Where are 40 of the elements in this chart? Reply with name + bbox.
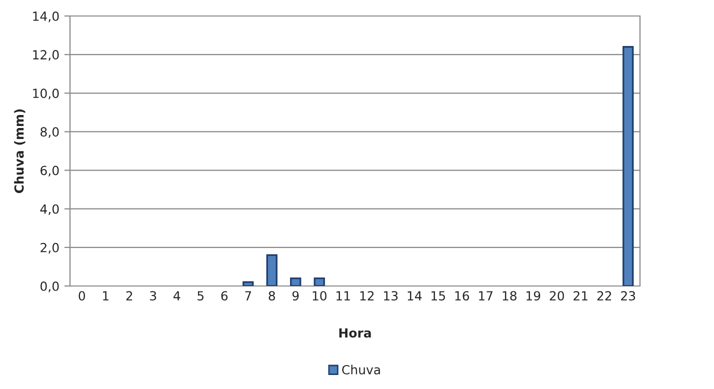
x-tick-label: 9 (292, 291, 299, 301)
x-tick-label: 5 (198, 291, 204, 301)
x-tick-label: 11 (336, 291, 350, 300)
x-tick-label: 15 (432, 291, 445, 301)
bar (314, 277, 325, 286)
bar (290, 277, 302, 286)
x-tick-label: 2 (126, 291, 132, 300)
legend-label: Chuva (342, 364, 380, 374)
x-tick-label: 22 (597, 291, 612, 300)
x-axis-title: Hora (339, 328, 371, 338)
x-tick-label: 21 (574, 291, 588, 300)
bar (242, 281, 254, 286)
x-tick-label: 6 (221, 291, 228, 301)
x-tick-label: 10 (312, 291, 326, 301)
x-tick-label: 1 (103, 291, 108, 300)
y-tick-label: 14,0 (33, 11, 59, 22)
x-tick-label: 13 (384, 291, 398, 301)
x-tick-label: 3 (150, 291, 156, 301)
y-axis-title: Chuva (mm) (14, 109, 26, 194)
x-tick-label: 4 (174, 291, 180, 300)
x-tick-label: 12 (360, 291, 374, 300)
x-tick-label: 18 (502, 291, 516, 301)
y-tick-label: 4,0 (40, 204, 59, 216)
x-tick-label: 23 (621, 291, 636, 301)
x-tick-label: 17 (479, 291, 493, 300)
y-tick-label: 6,0 (40, 166, 59, 176)
x-tick-label: 0 (78, 291, 86, 301)
y-tick-label: 10,0 (33, 88, 59, 100)
bar (622, 46, 634, 286)
x-tick-label: 16 (455, 291, 470, 301)
y-tick-label: 0,0 (40, 281, 59, 292)
x-tick-label: 14 (408, 291, 422, 300)
y-tick-label: 8,0 (40, 127, 59, 138)
x-tick-label: 8 (268, 291, 275, 301)
x-tick-label: 20 (550, 291, 564, 301)
y-tick-label: 12,0 (33, 50, 59, 61)
bar (266, 254, 278, 286)
x-tick-label: 7 (245, 291, 252, 300)
y-tick-label: 2,0 (40, 242, 59, 254)
x-tick-label: 19 (526, 291, 540, 301)
